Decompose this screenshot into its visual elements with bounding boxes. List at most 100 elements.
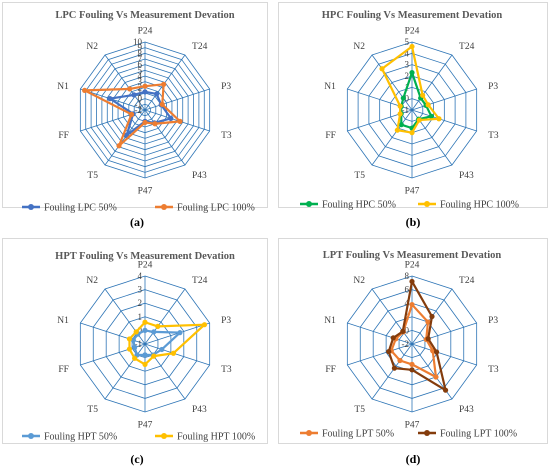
category-label: N2 [86,42,98,52]
radial-tick-label: 8 [138,48,143,58]
legend-label-1: Fouling LPC 50% [44,203,117,214]
category-label: T3 [221,365,232,375]
data-point [126,336,133,342]
radial-tick-label: 0 [405,94,410,104]
grid-spoke [411,109,477,132]
data-point [420,92,426,98]
data-point [386,348,392,355]
radial-tick-label: 4 [138,71,143,81]
data-point [142,83,148,89]
data-point [154,91,160,97]
chart-title: HPC Fouling Vs Measurement Devation [322,10,503,21]
grid-spoke [347,322,413,345]
data-point [409,43,415,50]
radial-tick-label: 3 [138,285,143,295]
data-point [428,113,435,119]
category-label: P3 [488,82,498,92]
legend-label-2: Fouling LPT 100% [440,429,517,440]
category-label: FF [58,131,69,141]
legend-marker-2 [161,204,167,210]
legend-marker-1 [28,433,34,439]
category-label: FF [325,131,336,141]
radial-tick-label: 0 [405,325,410,335]
data-point [400,95,406,101]
legend-label-1: Fouling LPT 50% [322,429,394,440]
data-point [151,329,157,335]
grid-spoke [144,288,186,345]
category-label: P43 [192,171,207,181]
data-point [133,329,139,335]
radial-tick-label: 4 [138,271,143,281]
data-point [409,301,415,308]
category-label: P24 [138,261,153,271]
data-point [409,70,415,76]
radial-tick-label: 0 [138,94,143,104]
data-point [170,350,177,356]
panel-d-frame [278,238,548,444]
data-point [379,66,385,72]
legend-label-2: Fouling LPC 100% [177,203,255,214]
data-point [142,327,148,333]
radial-tick-label: 6 [138,60,143,70]
data-point [398,122,404,128]
category-label: P24 [405,27,420,37]
data-point [177,330,183,336]
category-label: N1 [57,316,69,326]
radial-tick-label: -1 [135,339,143,349]
category-label: P47 [138,187,153,197]
category-label: N1 [324,82,336,92]
grid-spoke [144,88,210,111]
legend-marker-1 [306,201,312,207]
data-point [400,328,406,334]
category-label: N1 [324,316,336,326]
data-point [155,323,161,329]
grid-spoke [371,288,413,345]
category-label: P43 [192,405,207,415]
data-point [391,365,398,371]
grid-spoke [104,109,146,166]
data-point [416,117,422,123]
category-label: T5 [354,171,365,181]
data-point [409,367,415,373]
data-point [142,119,148,126]
radial-tick-label: 2 [405,71,410,81]
grid-spoke [411,88,477,111]
category-label: T24 [192,42,208,52]
data-point [152,121,158,127]
data-point [168,115,174,122]
legend-label-1: Fouling HPC 50% [322,200,396,211]
data-point [425,319,431,325]
data-point [142,361,148,367]
data-point [436,116,442,122]
radial-tick-label: 2 [138,298,143,308]
category-label: T3 [488,131,499,141]
data-point [390,335,396,341]
data-point [142,89,148,95]
radial-tick-label: 5 [138,65,143,75]
chart-title: LPT Fouling Vs Measurement Devation [323,250,502,261]
radial-tick-label: 2 [405,312,410,322]
grid-spoke [371,343,413,400]
category-label: P3 [488,316,498,326]
grid-spoke [411,54,453,111]
panel-label-c: (c) [130,452,144,466]
data-point [132,355,138,361]
radial-tick-label: -2 [402,339,410,349]
grid-spoke [144,109,210,132]
grid-spoke [411,322,477,345]
grid-spoke [411,343,477,366]
data-point [409,130,415,136]
radial-tick-label: 5 [405,37,410,47]
legend-marker-2 [424,201,430,207]
data-point [433,374,439,380]
radial-tick-label: 1 [138,312,143,322]
data-point [131,92,137,98]
grid-spoke [371,54,413,111]
data-point [177,118,183,124]
data-point [161,81,167,87]
category-label: P43 [459,171,474,181]
data-point [159,346,165,353]
